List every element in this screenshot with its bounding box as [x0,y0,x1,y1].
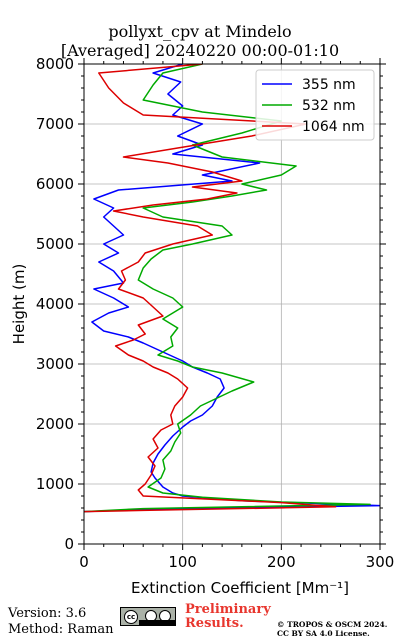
y-tick-label: 3000 [36,355,74,373]
x-tick-label: 300 [366,553,395,571]
axes: 0 100 200 300010002000300040005000600070008… [10,55,394,597]
legend: 355 nm 532 nm 1064 nm [255,69,375,141]
copyright-line1: © TROPOS & OSCM 2024. [277,620,388,629]
y-tick-label: 7000 [36,115,74,133]
legend-box [255,69,375,141]
x-tick-label: 0 [79,553,89,571]
preliminary-line2: Results. [185,616,244,631]
method-label: Method: Raman [8,622,114,637]
series-line-1064-nm [84,64,337,513]
version-label: Version: 3.6 [8,606,87,621]
legend-entry: 355 nm [302,77,356,93]
series-line-355-nm [84,64,380,513]
legend-entry: 1064 nm [302,119,365,135]
x-axis-label: Extinction Coefficient [Mm⁻¹] [131,579,349,597]
y-tick-label: 6000 [36,175,74,193]
y-tick-label: 4000 [36,295,74,313]
series-lines [84,64,380,513]
chart-title: pollyxt_cpv at Mindelo [108,22,292,41]
chart-subtitle: [Averaged] 20240220 00:00-01:10 [60,41,340,60]
cc-icon: cc [124,610,138,624]
y-tick-label: 0 [64,535,74,553]
grid-lines [83,63,381,545]
y-tick-label: 5000 [36,235,74,253]
x-tick-label: 200 [267,553,296,571]
copyright-line2: CC BY SA 4.0 License. [277,629,370,638]
preliminary-line1: Preliminary [185,602,271,617]
y-tick-label: 8000 [36,55,74,73]
y-axis-label: Height (m) [10,264,28,345]
series-line-532-nm [84,64,371,513]
y-tick-label: 1000 [36,475,74,493]
cc-license-badge: cc [120,607,176,626]
copyright-note: © TROPOS & OSCM 2024. CC BY SA 4.0 Licen… [277,620,387,638]
x-tick-label: 100 [168,553,197,571]
legend-entry: 532 nm [302,98,356,114]
preliminary-note: Preliminary Results. [185,603,271,631]
y-tick-label: 2000 [36,415,74,433]
